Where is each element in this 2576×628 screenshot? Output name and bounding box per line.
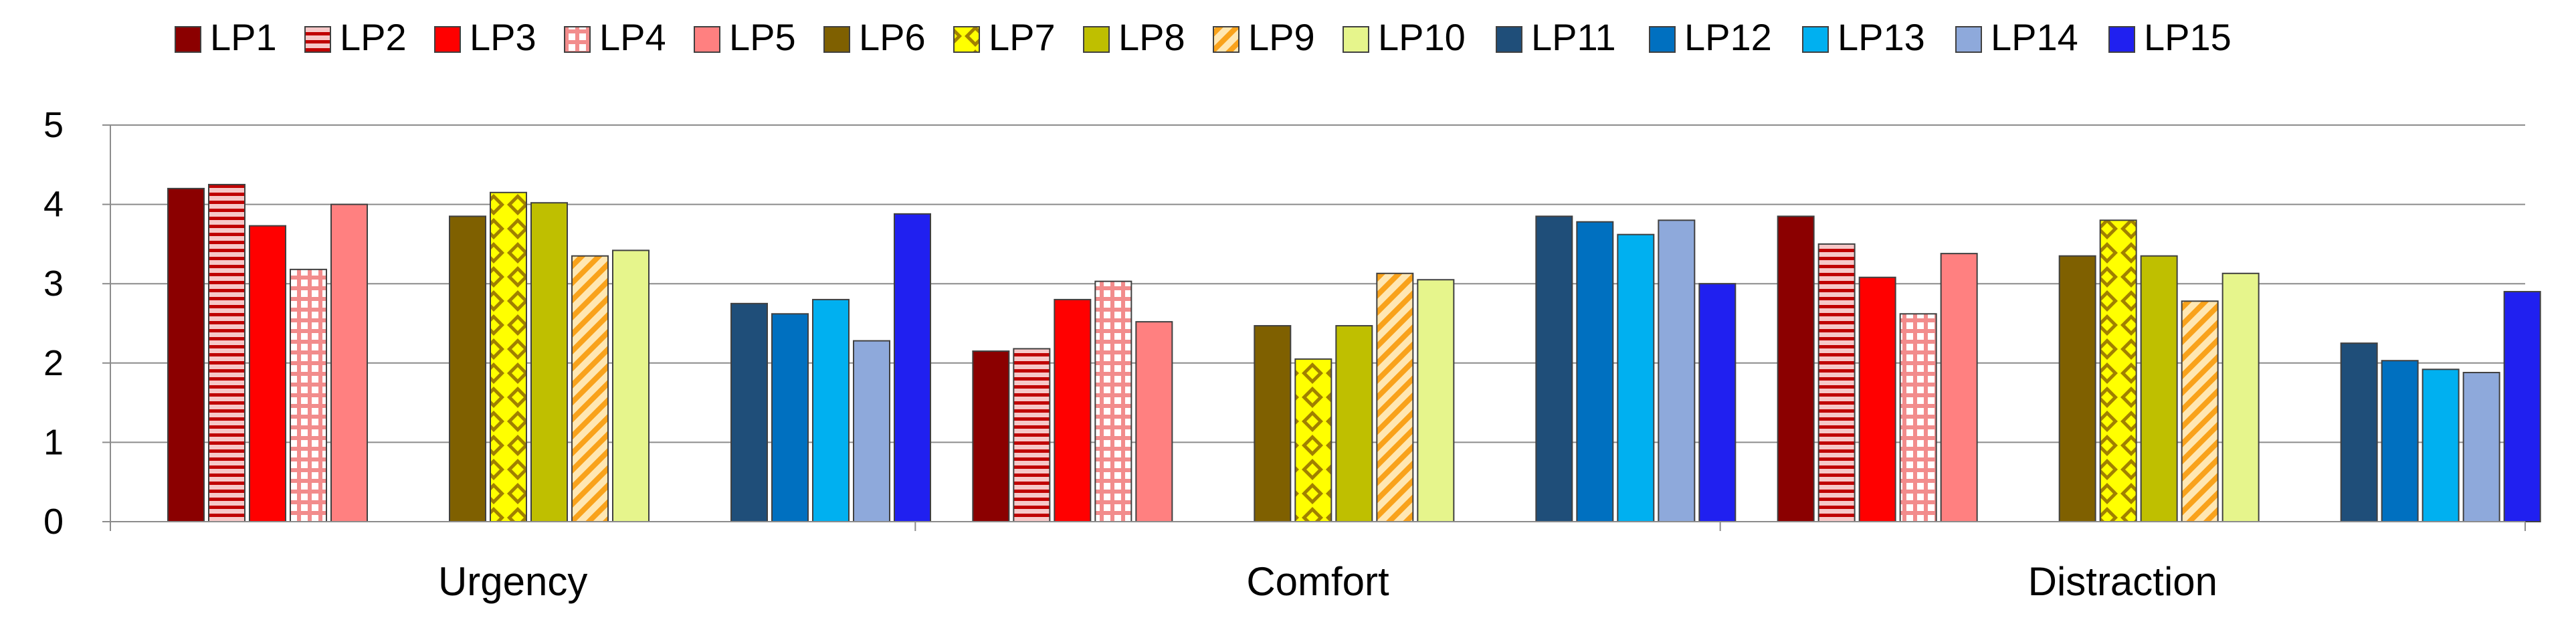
bar-lp3-distraction [1858,276,1896,522]
legend-label-lp10: LP10 [1378,16,1466,58]
legend-label-lp1: LP1 [210,16,277,58]
bar-lp3-urgency [249,225,286,522]
legend-swatch-lp2 [304,26,331,53]
legend-swatch-lp5 [694,26,720,53]
bar-lp12-comfort [1576,221,1614,522]
legend-label-lp6: LP6 [859,16,926,58]
x-category-label: Urgency [438,559,587,604]
bar-lp7-comfort [1294,358,1332,522]
bar-lp13-comfort [1617,233,1655,522]
bar-lp15-comfort [1698,283,1737,522]
legend-label-lp7: LP7 [989,16,1056,58]
legend-label-lp4: LP4 [599,16,666,58]
y-tick-label: 4 [43,185,64,225]
bar-lp9-comfort [1376,272,1414,522]
bar-lp14-distraction [2462,372,2500,522]
legend-label-lp11: LP11 [1531,16,1616,58]
y-tick-label: 1 [43,422,64,462]
legend-swatch-lp3 [434,26,461,53]
bar-lp14-comfort [1658,219,1696,522]
bar-lp11-distraction [2340,342,2378,523]
legend-swatch-lp8 [1083,26,1110,53]
bar-lp11-comfort [1535,215,1573,522]
bar-lp10-comfort [1417,279,1455,522]
x-axis-categories: Urgency Comfort Distraction [438,559,2217,604]
bar-lp2-comfort [1013,348,1051,523]
x-category-label: Distraction [2028,559,2217,604]
bar-lp6-distraction [2058,255,2096,522]
legend-label-lp8: LP8 [1118,16,1185,58]
bar-lp4-comfort [1094,280,1132,522]
bar-lp1-distraction [1777,215,1815,522]
legend: LP1 LP2 LP3 LP4 LP5 LP6 LP7 LP8 LP9 LP10 LP11 LP12 L… [175,16,2232,58]
y-tick-label: 5 [43,105,64,145]
bar-lp2-distraction [1817,243,1856,522]
bar-lp15-urgency [894,213,931,522]
legend-label-lp5: LP5 [729,16,796,58]
bar-lp1-comfort [972,350,1010,523]
bar-lp15-distraction [2503,291,2541,522]
legend-swatch-lp4 [564,26,591,53]
bar-lp8-distraction [2140,255,2178,522]
legend-swatch-lp11 [1496,26,1522,53]
bar-lp2-urgency [208,183,245,522]
bar-lp5-comfort [1135,321,1173,522]
y-tick-label: 2 [43,343,64,383]
legend-label-lp14: LP14 [1991,16,2078,58]
legend-label-lp15: LP15 [2144,16,2232,58]
bar-lp4-urgency [290,268,327,522]
bar-lp8-comfort [1335,325,1373,522]
legend-label-lp9: LP9 [1248,16,1315,58]
bar-lp5-urgency [330,203,368,522]
axes [102,124,2526,531]
y-tick-label: 3 [43,264,64,304]
legend-swatch-lp10 [1343,26,1369,53]
bar-lp13-urgency [812,298,850,522]
legend-swatch-lp7 [953,26,980,53]
bar-lp7-urgency [490,191,527,522]
bar-lp6-urgency [449,215,486,522]
bar-lp6-comfort [1254,325,1292,522]
bar-lp4-distraction [1899,313,1937,522]
bar-lp13-distraction [2421,369,2460,523]
y-axis-ticks: 0 1 2 3 4 5 [43,105,64,542]
bar-lp1-urgency [167,187,205,522]
bar-lp3-comfort [1054,298,1092,522]
bar-lp12-urgency [771,313,809,522]
bar-lp10-urgency [612,249,650,522]
legend-swatch-lp12 [1649,26,1676,53]
bar-lp9-urgency [571,255,609,522]
legend-swatch-lp13 [1802,26,1829,53]
y-tick-label: 0 [43,502,64,542]
bar-lp7-distraction [2099,219,2137,522]
bar-lp12-distraction [2381,360,2419,522]
bar-lp5-distraction [1940,253,1978,522]
bar-lp9-distraction [2181,300,2219,522]
legend-label-lp12: LP12 [1684,16,1772,58]
legend-swatch-lp15 [2108,26,2135,53]
legend-label-lp2: LP2 [340,16,407,58]
bars [167,183,2541,523]
bar-lp8-urgency [530,202,568,522]
bar-lp11-urgency [730,302,768,522]
legend-label-lp13: LP13 [1838,16,1925,58]
legend-swatch-lp1 [175,26,201,53]
bar-lp14-urgency [853,340,890,522]
legend-swatch-lp9 [1213,26,1240,53]
legend-label-lp3: LP3 [470,16,536,58]
legend-swatch-lp14 [1955,26,1982,53]
x-category-label: Comfort [1246,559,1389,604]
legend-swatch-lp6 [823,26,850,53]
bar-lp10-distraction [2221,272,2260,522]
